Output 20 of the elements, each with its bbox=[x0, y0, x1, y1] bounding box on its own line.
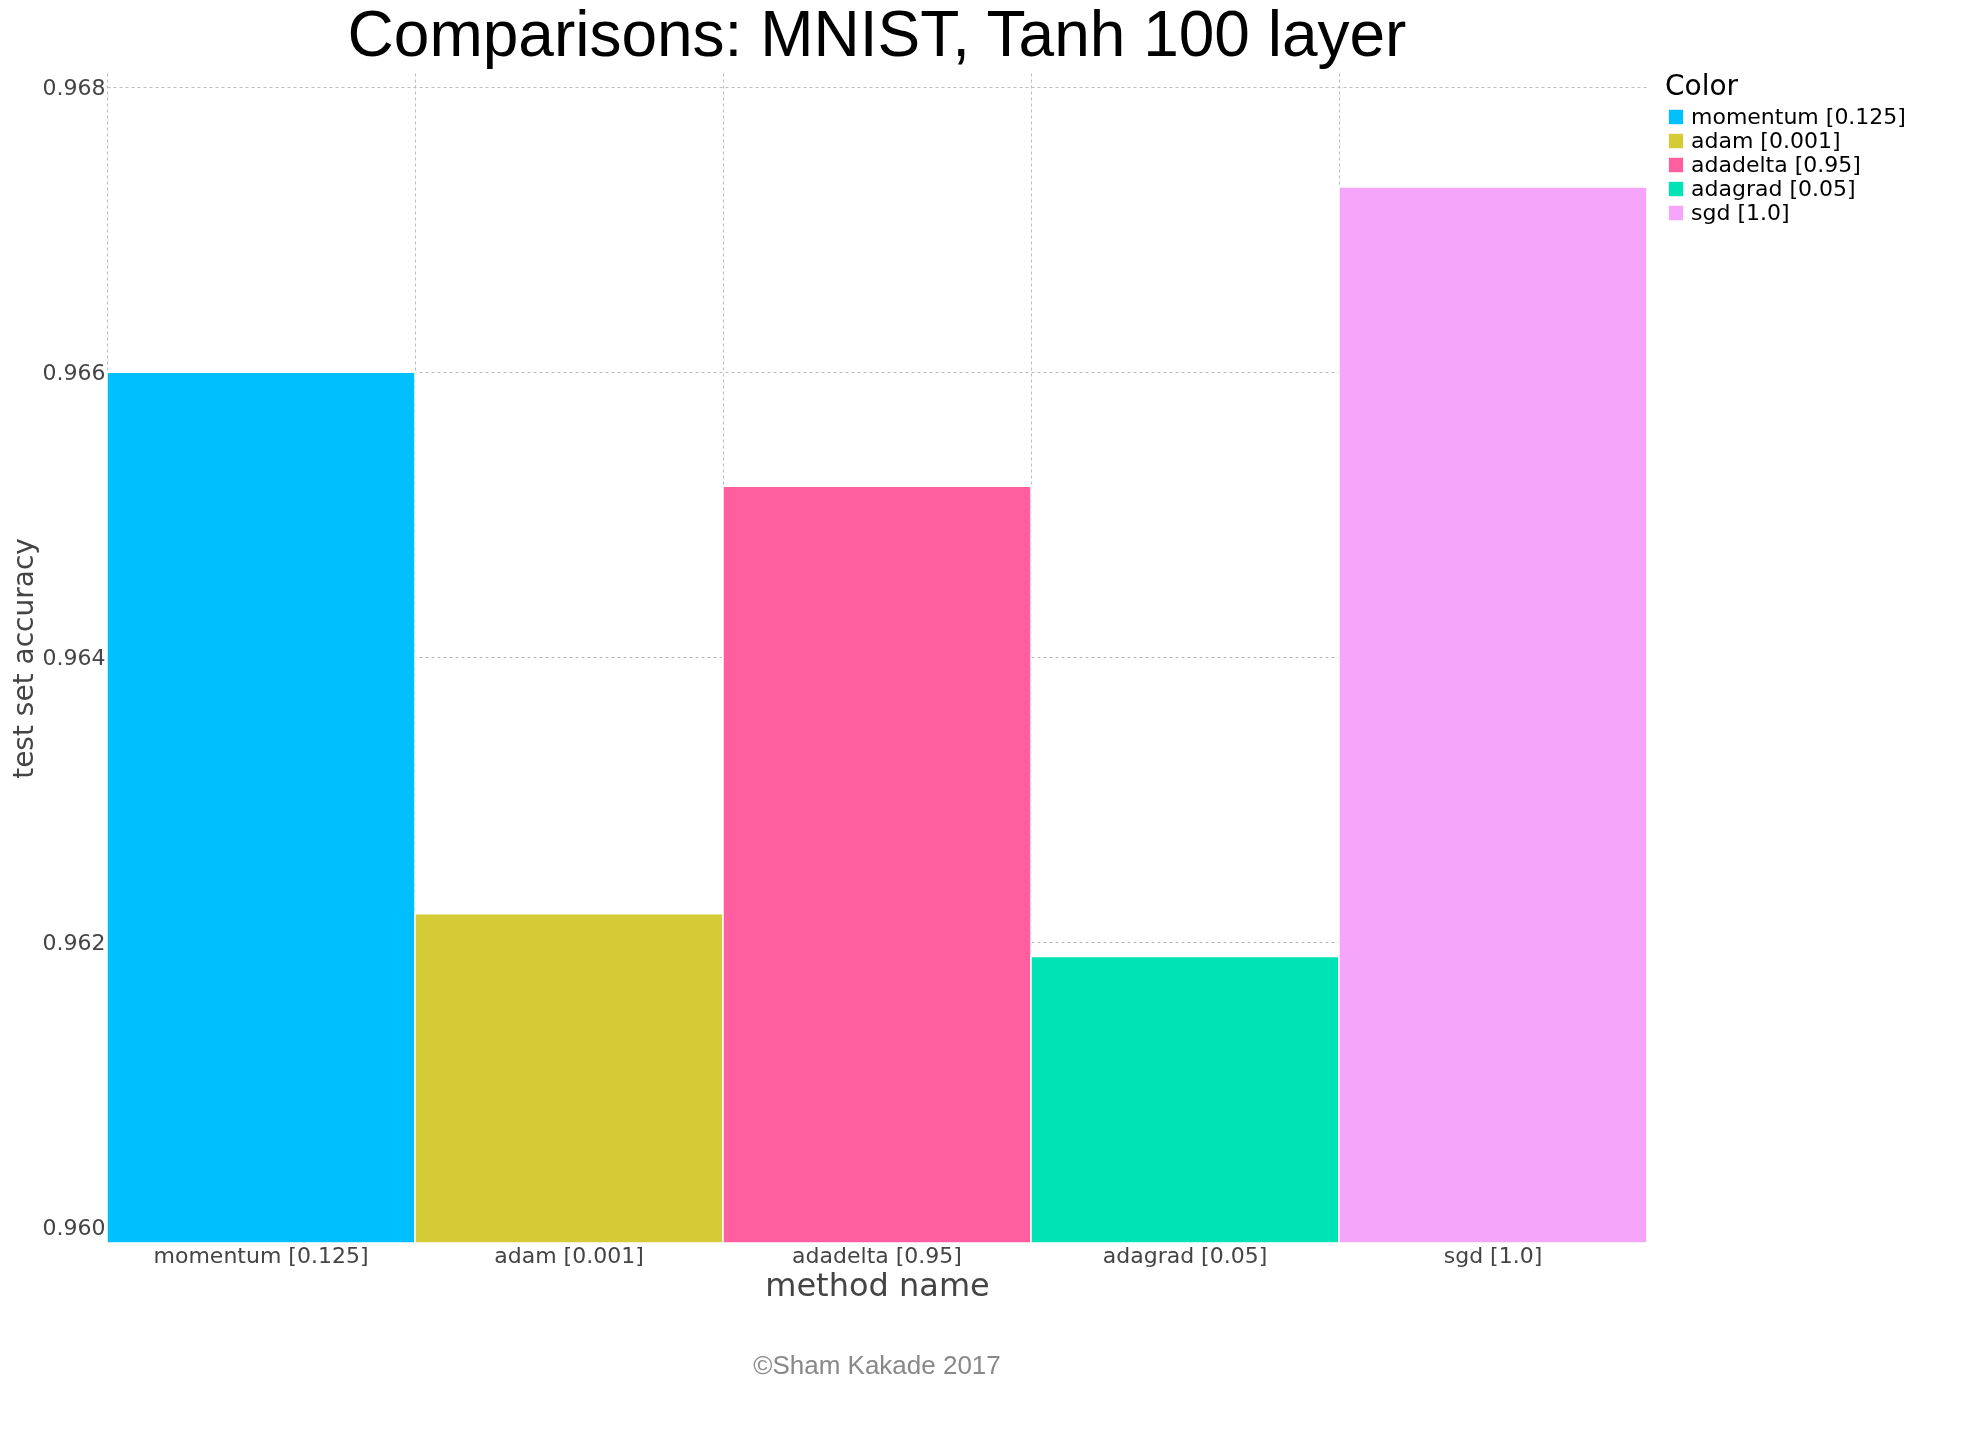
y-axis-title: test set accuracy bbox=[6, 538, 40, 779]
x-tick-label: sgd [1.0] bbox=[1443, 1242, 1543, 1268]
legend-label: adam [0.001] bbox=[1691, 128, 1841, 153]
text: ©Sham Kakade 2017 bbox=[753, 1350, 1001, 1380]
legend-label: momentum [0.125] bbox=[1691, 104, 1906, 129]
x-axis-title: method name bbox=[765, 1265, 990, 1304]
legend-label: adadelta [0.95] bbox=[1691, 152, 1861, 177]
x-tick-label: momentum [0.125] bbox=[153, 1242, 369, 1268]
x-tick-label: adadelta [0.95] bbox=[792, 1242, 962, 1268]
legend-title: Color bbox=[1665, 69, 1739, 102]
y-tick-label: 0.964 bbox=[42, 644, 106, 670]
y-tick-label: 0.962 bbox=[42, 929, 106, 955]
y-tick-label: 0.968 bbox=[42, 74, 106, 100]
x-tick-label: adagrad [0.05] bbox=[1102, 1242, 1268, 1268]
y-tick-label: 0.966 bbox=[42, 359, 106, 385]
legend-label: adagrad [0.05] bbox=[1691, 176, 1856, 201]
x-tick-label: adam [0.001] bbox=[494, 1242, 644, 1268]
legend-label: sgd [1.0] bbox=[1691, 200, 1790, 225]
y-tick-label: 0.960 bbox=[42, 1214, 106, 1240]
chart-title: Comparisons: MNIST, Tanh 100 layer bbox=[347, 0, 1407, 70]
